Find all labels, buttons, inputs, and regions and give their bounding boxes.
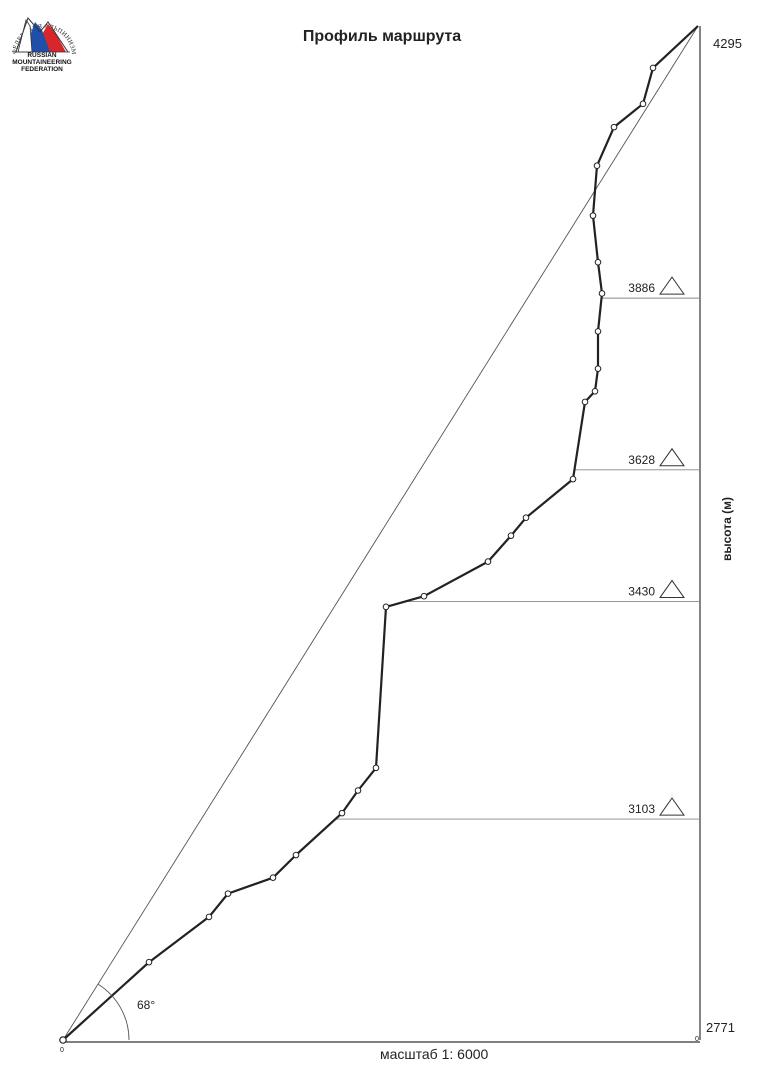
- horizon-label: 3103: [628, 802, 655, 816]
- route-point: [354, 787, 362, 794]
- triangle-marker-icon: [659, 276, 685, 295]
- slope-angle-arc: [97, 983, 130, 1041]
- triangle-marker-icon: [659, 797, 685, 816]
- logo-caption-line-3: FEDERATION: [21, 66, 63, 73]
- y-axis-label: высота (м): [720, 496, 734, 562]
- altitude-bottom-label: 2771: [706, 1020, 735, 1035]
- start-marker-label: 0: [60, 1047, 64, 1054]
- route-point: [639, 100, 647, 108]
- route-point: [598, 290, 606, 297]
- route-point: [338, 809, 346, 817]
- route-point: [591, 387, 599, 395]
- route-point: [581, 398, 589, 406]
- route-point: [507, 532, 515, 539]
- altitude-top-label: 4295: [713, 36, 742, 51]
- route-point: [594, 328, 602, 335]
- logo-caption-line-2: MOUNTAINEERING: [12, 59, 72, 66]
- route-point: [145, 958, 153, 966]
- horizon-label: 3886: [628, 281, 655, 295]
- route-point: [269, 874, 277, 881]
- scale-label: масштаб 1: 6000: [380, 1046, 489, 1062]
- route-start-point: [59, 1036, 67, 1044]
- route-point: [569, 475, 577, 483]
- route-point: [382, 603, 390, 611]
- route-point: [649, 64, 657, 72]
- triangle-marker-icon: [659, 447, 685, 467]
- triangle-marker-icon: [659, 579, 685, 599]
- reference-slope: [62, 25, 699, 1041]
- route-point: [205, 913, 213, 921]
- logo-caption-line-1: RUSSIAN: [27, 52, 57, 59]
- route-point: [594, 365, 602, 372]
- route-point: [593, 162, 601, 170]
- end-marker-label: 0: [695, 1036, 699, 1043]
- route-point: [594, 258, 602, 266]
- horizon-label: 3430: [628, 585, 655, 599]
- altitude-labels: 3886 3628 3430 3103 4295 2771: [628, 36, 742, 1035]
- slope-angle-label: 68°: [137, 998, 155, 1012]
- fam-logo: ФЕДЕРАЦИЯ АЛЬПИНИЗМА РОССИИ RUSSIAN MOUN…: [0, 0, 88, 88]
- page-title: Профиль маршрута: [302, 28, 462, 45]
- route-point: [484, 558, 492, 565]
- route-point: [610, 123, 618, 131]
- mountain-flag-icon: [14, 17, 70, 53]
- route-point: [372, 764, 380, 772]
- axes: [63, 26, 701, 1043]
- reference-slope-line: [62, 25, 699, 1041]
- route-point: [224, 890, 232, 897]
- altitude-horizons: [335, 297, 700, 820]
- route-point: [522, 514, 530, 521]
- route-point: [589, 212, 597, 219]
- route-point: [420, 592, 428, 600]
- horizon-label: 3628: [628, 453, 655, 467]
- route-point: [292, 851, 300, 859]
- route-points: 00: [59, 64, 699, 1054]
- slope-angle: 68°: [97, 983, 155, 1041]
